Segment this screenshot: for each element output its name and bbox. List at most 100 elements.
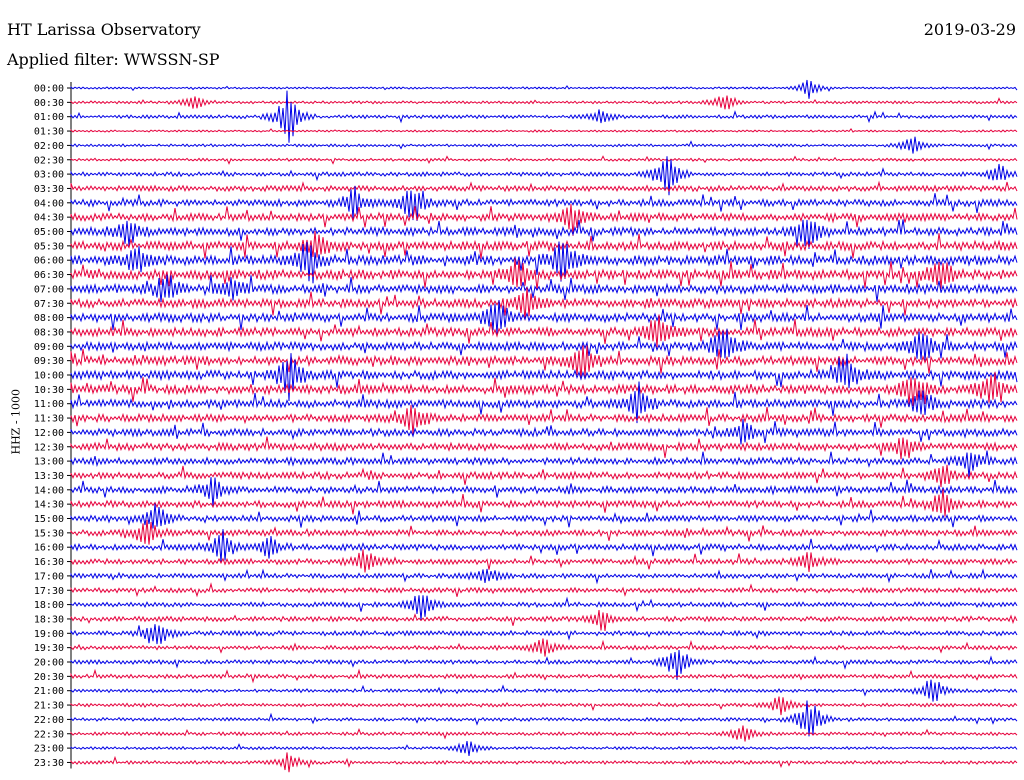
seismogram-trace [70,299,1018,335]
seismogram-trace [70,314,1018,348]
row-time-label: 01:30 [34,127,64,138]
seismogram-trace [70,128,1018,134]
row-time-label: 03:00 [34,170,64,181]
seismogram-trace [70,371,1018,407]
seismogram-trace [70,155,1018,165]
row-time-label: 07:30 [34,299,64,310]
row-time-label: 06:00 [34,256,64,267]
date-label: 2019-03-29 [923,20,1016,39]
row-time-label: 13:30 [34,471,64,482]
row-time-label: 16:30 [34,557,64,568]
row-time-label: 14:30 [34,500,64,511]
seismogram-trace [70,180,1018,193]
seismogram-trace [70,700,1018,737]
seismogram-trace [70,79,1018,99]
row-time-label: 11:30 [34,414,64,425]
row-time-label: 15:00 [34,514,64,525]
row-time-label: 12:30 [34,442,64,453]
row-time-label: 02:30 [34,155,64,166]
row-time-label: 20:00 [34,658,64,669]
seismogram-trace [70,549,1018,573]
seismogram-trace [70,725,1018,742]
row-time-label: 08:30 [34,327,64,338]
station-title: HT Larissa Observatory [7,20,201,39]
row-time-label: 20:30 [34,672,64,683]
seismogram-trace [70,274,1018,302]
seismogram-trace [70,328,1018,361]
seismogram-trace [70,185,1018,222]
row-time-label: 11:00 [34,399,64,410]
seismogram-trace [70,649,1018,680]
row-time-label: 09:00 [34,342,64,353]
seismogram-trace [70,488,1018,517]
row-time-label: 19:30 [34,643,64,654]
row-time-label: 04:30 [34,213,64,224]
filter-label: Applied filter: WWSSN-SP [7,50,220,69]
row-time-label: 13:00 [34,457,64,468]
seismogram-trace [70,90,1018,143]
row-time-label: 08:00 [34,313,64,324]
row-time-label: 10:30 [34,385,64,396]
row-time-label: 18:00 [34,600,64,611]
seismogram-trace [70,345,1018,380]
row-time-label: 07:00 [34,284,64,295]
row-time-label: 18:30 [34,614,64,625]
row-time-label: 22:30 [34,729,64,740]
row-time-label: 06:30 [34,270,64,281]
seismogram-trace [70,136,1018,154]
row-time-label: 23:30 [34,758,64,769]
row-time-label: 03:30 [34,184,64,195]
row-time-label: 00:30 [34,98,64,109]
row-time-label: 10:00 [34,371,64,382]
row-time-label: 17:00 [34,571,64,582]
seismogram-trace [70,529,1018,563]
seismogram-trace [70,381,1018,424]
seismogram-trace [70,231,1018,259]
seismogram-trace [70,405,1018,435]
seismogram-trace [70,219,1018,250]
seismogram-trace [70,436,1018,460]
seismogram-trace [70,95,1018,110]
seismogram-trace [70,477,1018,508]
seismogram-trace [70,624,1018,645]
seismogram-trace [70,464,1018,488]
row-time-label: 21:00 [34,686,64,697]
row-time-label: 14:00 [34,485,64,496]
seismogram-trace [70,582,1018,598]
seismogram-trace [70,568,1018,585]
row-time-label: 01:00 [34,112,64,123]
seismogram-trace [70,610,1018,632]
row-time-label: 02:00 [34,141,64,152]
seismogram-trace [70,696,1018,716]
seismogram-trace [70,204,1018,236]
row-time-label: 16:00 [34,543,64,554]
row-time-label: 21:30 [34,701,64,712]
row-time-label: 22:00 [34,715,64,726]
seismogram-trace [70,595,1018,621]
row-time-label: 09:30 [34,356,64,367]
seismogram-trace [70,241,1018,284]
row-time-label: 17:30 [34,586,64,597]
seismogram-trace [70,287,1018,321]
seismogram-trace [70,258,1018,290]
row-time-label: 23:00 [34,744,64,755]
row-time-label: 00:00 [34,84,64,95]
row-time-label: 05:00 [34,227,64,238]
row-time-label: 05:30 [34,241,64,252]
seismogram-trace [70,741,1018,756]
seismogram-trace [70,450,1018,478]
row-time-label: 15:30 [34,528,64,539]
row-time-label: 19:00 [34,629,64,640]
seismogram-trace [70,679,1018,702]
seismogram-trace [70,752,1018,773]
row-time-label: 04:00 [34,198,64,209]
seismogram-trace [70,668,1018,684]
seismogram-trace [70,156,1018,196]
seismogram-trace [70,503,1018,529]
seismogram-trace [70,519,1018,545]
seismogram-trace [70,419,1018,445]
row-time-label: 12:00 [34,428,64,439]
seismogram-trace [70,353,1018,402]
seismogram-trace [70,638,1018,657]
